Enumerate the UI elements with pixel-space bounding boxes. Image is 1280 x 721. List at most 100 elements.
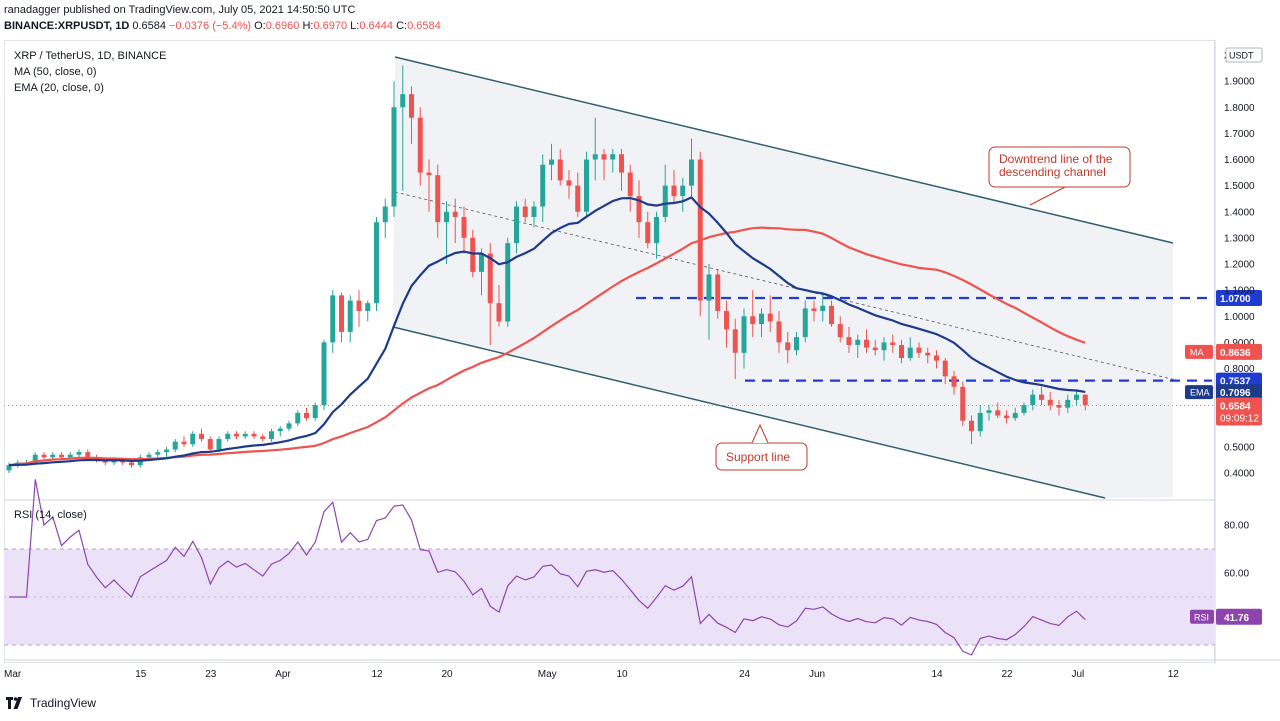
channel-lower-line [392,326,1106,499]
level-label-box [1216,289,1262,306]
level-label: 0.7537 [1220,377,1251,388]
price-tick-label: 1.8000 [1224,103,1255,114]
candle-body [347,300,353,332]
last-price: 0.6584 [132,20,167,32]
publisher-line: ranadagger published on TradingView.com,… [4,4,356,16]
candle-body [461,216,467,238]
rsi-tick-label: 80.00 [1224,521,1249,532]
price-tick-label: 0.9000 [1224,338,1255,349]
candle-body [339,295,344,332]
candle-body [549,159,554,165]
candle-body [400,94,406,108]
candle-body [374,222,379,304]
candle-body [146,454,152,458]
candle-body [321,342,327,406]
candle-body [934,355,939,361]
candle-body [382,206,388,223]
time-tick-label: 20 [442,669,454,680]
price-change: −0.0376 (−5.4%) [169,20,252,32]
low-label: L: [350,20,360,32]
candle-body [732,329,738,353]
high-value: 0.6970 [313,20,348,32]
candle-body [435,175,441,223]
candle-body [417,117,423,173]
candle-body [986,410,992,413]
candle-body [444,211,449,223]
candle-body [1047,399,1053,406]
candle-body [59,454,64,458]
candle-body [767,313,773,322]
downtrend-callout-box [988,146,1131,188]
candle-body [207,439,213,450]
countdown-label: 09:09:12 [1220,413,1259,424]
candle-body [225,433,231,440]
candle-body [697,159,703,301]
candle-body [129,462,134,466]
channel-midline [394,191,1181,382]
indicator-tag-label: MA [1190,347,1204,357]
candle-body [942,360,948,377]
candle-body [50,454,56,458]
candle-body [846,337,852,345]
time-tick-label: Mar [4,669,22,680]
candle-body [487,253,493,304]
candle-body [584,159,589,212]
candle-body [960,386,966,421]
candle-body [750,316,756,325]
ema20-line [8,196,1086,467]
price-tick-label: 1.5000 [1224,181,1255,192]
chart-header: ranadagger published on TradingView.com,… [0,0,1280,40]
candle-body [286,423,292,429]
candle-body [671,185,677,197]
downtrend-callout-text: Downtrend line of the [999,152,1113,166]
candle-body [820,305,826,312]
candle-body [715,274,721,312]
candle-body [1012,412,1018,419]
candle-body [181,441,187,445]
candle-body [1030,394,1036,406]
candle-body [199,433,204,440]
candle-body [1065,399,1071,408]
candle-body [41,454,47,458]
price-tick-label: 1.7000 [1224,129,1255,140]
open-value: 0.6960 [265,20,300,32]
candle-body [531,206,537,217]
indicator-tag [1185,385,1213,400]
price-tick-label: 0.4000 [1224,469,1255,480]
channel-upper-line [394,56,1174,244]
tradingview-footer[interactable]: TradingView [6,696,96,710]
time-tick-label: May [538,669,557,680]
candle-body [330,295,336,343]
time-tick-label: 22 [1002,669,1014,680]
time-tick-label: 12 [1168,669,1180,680]
indicator-tag [1185,344,1213,359]
time-tick-label: Jun [809,669,825,680]
indicator-value-box [1216,384,1262,401]
candle-body [251,433,257,437]
candle-body [1021,405,1027,413]
candle-body [1039,394,1044,400]
candle-body [627,172,633,197]
indicator-tag-label: EMA [1190,388,1210,398]
candle-body [172,441,178,450]
candle-body [785,342,791,351]
rsi-value-box [1216,608,1262,625]
downtrend-callout-text: descending channel [999,165,1106,179]
price-tick-label: 1.4000 [1224,207,1255,218]
candle-body [592,154,598,160]
candle-body [505,243,511,322]
candle-body [365,303,371,312]
candle-body [566,180,572,186]
close-label: C: [396,20,408,32]
candle-body [724,311,729,330]
candle-body [1056,405,1062,408]
time-tick-label: Apr [275,669,291,680]
support-callout-pointer [751,423,769,444]
time-tick-label: 10 [617,669,629,680]
price-tick-label: 1.2000 [1224,260,1255,271]
candle-body [190,433,196,445]
symbol-legend: XRP / TetherUS, 1D, BINANCE [14,50,167,62]
candle-body [969,420,974,432]
candle-body [680,185,686,197]
